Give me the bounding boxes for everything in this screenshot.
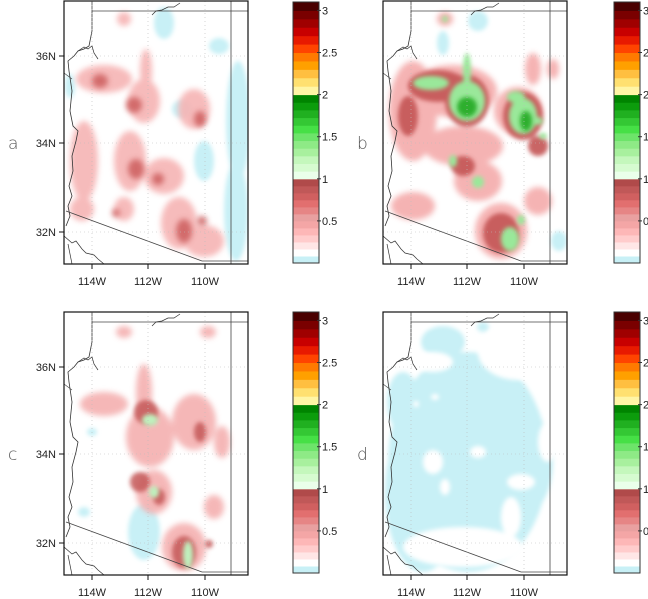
- colorbar: 3 2.5 2 1.5 1 0.5: [292, 311, 337, 574]
- x-tick-label: 114W: [397, 276, 426, 288]
- panel-b: b: [357, 0, 568, 265]
- y-tick-label: 34N: [36, 449, 56, 461]
- x-tick-label: 110W: [510, 587, 539, 599]
- colorbar-tick-label: 2: [643, 400, 648, 412]
- x-tick-label: 114W: [397, 587, 426, 599]
- panel-b-map: [383, 1, 567, 264]
- panel-d-frame: [382, 311, 568, 576]
- y-tick-label: 34N: [36, 138, 56, 150]
- colorbar-tick-label: 0.5: [322, 526, 337, 538]
- colorbar-tick-label: 2: [322, 400, 328, 412]
- colorbar-tick-label: 1: [322, 174, 328, 186]
- colorbar-tick-label: 1: [643, 484, 648, 496]
- colorbar-tick-label: 2.5: [322, 48, 337, 60]
- panel-c-frame: [63, 311, 249, 576]
- colorbar-tick-label: 1: [322, 484, 328, 496]
- panel-d-label: d: [357, 445, 368, 465]
- colorbar-tick-label: 0.5: [643, 526, 648, 538]
- panel-a-frame: [63, 0, 249, 265]
- x-tick-label: 112W: [453, 276, 482, 288]
- panel-d-map: [383, 312, 567, 575]
- colorbar-tick-label: 2.5: [643, 48, 648, 60]
- colorbars: 3 2.5 2 1.5 1 0.5 3 2.5 2 1.5 1 0.5 3 2.5 2 1.5 1 0.5 3 2.5…: [292, 1, 648, 574]
- colorbar-tick-label: 3: [322, 315, 328, 327]
- colorbar: 3 2.5 2 1.5 1 0.5: [292, 1, 337, 264]
- colorbar-tick-label: 3: [643, 5, 648, 17]
- panel-c-map: [64, 312, 248, 575]
- y-tick-label: 36N: [36, 51, 56, 63]
- colorbar: 3 2.5 2 1.5 1 0.5: [613, 311, 648, 574]
- x-tick-label: 110W: [191, 276, 220, 288]
- y-tick-label: 32N: [36, 227, 56, 239]
- panel-c: c: [8, 311, 249, 576]
- x-tick-label: 114W: [78, 276, 107, 288]
- panel-a-map: [64, 1, 248, 264]
- colorbar-tick-label: 1.5: [322, 132, 337, 144]
- panel-b-label: b: [357, 134, 368, 154]
- colorbar-tick-label: 1: [643, 174, 648, 186]
- colorbar-tick-label: 0.5: [643, 216, 648, 228]
- colorbar-tick-label: 0.5: [322, 216, 337, 228]
- panel-a-label: a: [8, 134, 18, 154]
- colorbar: 3 2.5 2 1.5 1 0.5: [613, 1, 648, 264]
- colorbar-tick-label: 1.5: [322, 442, 337, 454]
- colorbar-tick-label: 2.5: [643, 358, 648, 370]
- panel-c-label: c: [8, 445, 17, 465]
- panel-d: d: [357, 311, 568, 576]
- colorbar-tick-label: 2.5: [322, 358, 337, 370]
- colorbar-tick-label: 1.5: [643, 442, 648, 454]
- colorbar-tick-label: 2: [322, 90, 328, 102]
- y-tick-label: 32N: [36, 538, 56, 550]
- x-tick-label: 112W: [134, 587, 163, 599]
- y-tick-label: 36N: [36, 362, 56, 374]
- colorbar-tick-label: 2: [643, 90, 648, 102]
- x-tick-label: 110W: [191, 587, 220, 599]
- x-tick-label: 114W: [78, 587, 107, 599]
- colorbar-tick-label: 3: [322, 5, 328, 17]
- x-tick-label: 112W: [134, 276, 163, 288]
- x-tick-label: 110W: [510, 276, 539, 288]
- x-tick-label: 112W: [453, 587, 482, 599]
- panel-a: a: [8, 0, 249, 265]
- panel-b-frame: [382, 0, 568, 265]
- colorbar-tick-label: 3: [643, 315, 648, 327]
- colorbar-tick-label: 1.5: [643, 132, 648, 144]
